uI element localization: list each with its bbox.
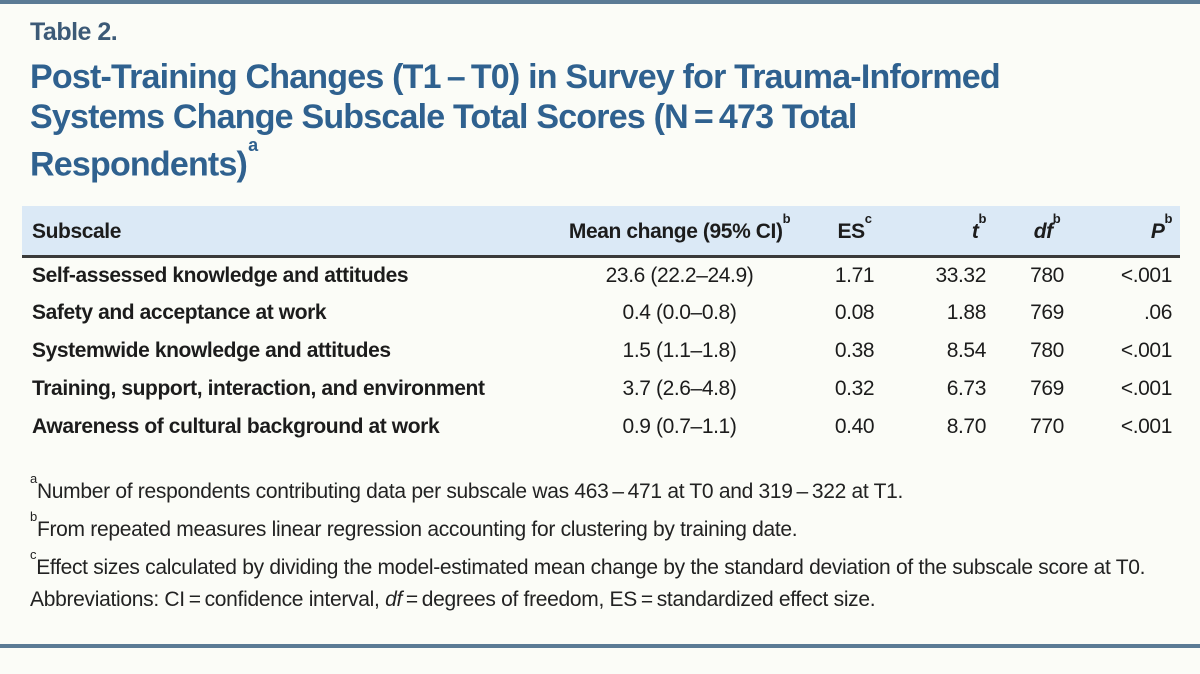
column-header-df-sup: b (1052, 210, 1061, 226)
cell-subscale: Training, support, interaction, and envi… (32, 377, 485, 401)
abbreviations-df-term: df (385, 588, 402, 612)
table-row: Safety and acceptance at work 0.4 (0.0–0… (22, 294, 1180, 332)
column-header-es: ESc (807, 206, 902, 258)
table-header: Subscale Mean change (95% CI)b ESc tb df… (22, 206, 1180, 258)
cell-subscale: Safety and acceptance at work (32, 301, 327, 325)
table-title: Post-Training Changes (T1 – T0) in Surve… (30, 57, 1180, 184)
column-header-p-label: P (1150, 219, 1165, 243)
table-body: Self-assessed knowledge and attitudes 23… (22, 256, 1180, 446)
cell-t: 1.88 (946, 301, 987, 325)
cell-es: 0.40 (834, 415, 875, 439)
cell-p: <.001 (1120, 339, 1173, 363)
footnote-c-text: Effect sizes calculated by dividing the … (36, 556, 1146, 580)
results-table: Subscale Mean change (95% CI)b ESc tb df… (22, 206, 1180, 446)
cell-mean-change: 0.9 (0.7–1.1) (622, 415, 737, 439)
cell-t: 6.73 (946, 377, 987, 401)
column-header-p: Pb (1092, 206, 1180, 258)
column-header-mean-change-label: Mean change (95% CI) (568, 219, 783, 243)
cell-mean-change: 3.7 (2.6–4.8) (622, 377, 737, 401)
column-header-mean-change: Mean change (95% CI)b (552, 206, 807, 258)
cell-df: 769 (1030, 377, 1064, 401)
top-rule (0, 0, 1200, 4)
table-row: Training, support, interaction, and envi… (22, 370, 1180, 408)
title-line-3: Respondents)a (30, 135, 1180, 184)
cell-df: 770 (1030, 415, 1064, 439)
column-header-es-label: ES (837, 219, 865, 243)
footnote-c-marker: c (30, 547, 37, 563)
cell-df: 780 (1030, 339, 1064, 363)
column-header-mean-change-sup: b (782, 210, 791, 226)
table-row: Self-assessed knowledge and attitudes 23… (22, 256, 1180, 294)
cell-es: 1.71 (834, 264, 875, 288)
cell-subscale: Awareness of cultural background at work (32, 415, 440, 439)
cell-t: 33.32 (935, 264, 986, 288)
cell-t: 8.54 (946, 339, 987, 363)
footnotes-block: aNumber of respondents contributing data… (30, 470, 1180, 616)
column-header-df-label: df (1033, 219, 1053, 243)
footnote-a-marker: a (30, 471, 37, 487)
cell-df: 780 (1030, 264, 1064, 288)
footnote-b: bFrom repeated measures linear regressio… (30, 508, 1180, 546)
cell-es: 0.32 (834, 377, 875, 401)
header-row: Subscale Mean change (95% CI)b ESc tb df… (22, 206, 1180, 258)
figure-content: Table 2. Post-Training Changes (T1 – T0)… (22, 18, 1180, 616)
cell-subscale: Self-assessed knowledge and attitudes (32, 264, 409, 288)
cell-mean-change: 23.6 (22.2–24.9) (605, 264, 754, 288)
cell-mean-change: 0.4 (0.0–0.8) (622, 301, 737, 325)
footnote-a-text: Number of respondents contributing data … (36, 480, 904, 504)
title-footnote-marker: a (248, 135, 258, 155)
cell-p: <.001 (1120, 377, 1173, 401)
footnote-b-marker: b (30, 509, 37, 525)
cell-es: 0.08 (834, 301, 875, 325)
abbreviations-prefix: Abbreviations: CI = confidence interval, (30, 588, 386, 612)
column-header-subscale: Subscale (22, 206, 552, 258)
cell-subscale: Systemwide knowledge and attitudes (32, 339, 391, 363)
cell-p: <.001 (1120, 264, 1173, 288)
cell-df: 769 (1030, 301, 1064, 325)
title-line-3-text: Respondents) (30, 145, 248, 184)
column-header-p-sup: b (1164, 210, 1172, 226)
bottom-rule (0, 644, 1200, 648)
column-header-df: dfb (1002, 206, 1092, 258)
column-header-t-sup: b (978, 210, 986, 226)
column-header-t: tb (902, 206, 1002, 258)
footnote-b-text: From repeated measures linear regression… (36, 518, 798, 542)
title-line-1: Post-Training Changes (T1 – T0) in Surve… (30, 58, 1001, 96)
abbreviations-suffix: = degrees of freedom, ES = standardized … (401, 588, 876, 612)
cell-t: 8.70 (946, 415, 987, 439)
cell-es: 0.38 (834, 339, 875, 363)
table-row: Awareness of cultural background at work… (22, 408, 1180, 446)
cell-p: <.001 (1120, 415, 1173, 439)
column-header-es-sup: c (864, 210, 872, 226)
table-row: Systemwide knowledge and attitudes 1.5 (… (22, 332, 1180, 370)
column-header-subscale-label: Subscale (32, 219, 122, 243)
footnote-c: cEffect sizes calculated by dividing the… (30, 546, 1155, 584)
column-header-t-label: t (971, 219, 979, 243)
table-label: Table 2. (30, 18, 118, 46)
cell-p: .06 (1144, 301, 1172, 325)
title-line-2: Systems Change Subscale Total Scores (N … (30, 98, 857, 136)
abbreviations-line: Abbreviations: CI = confidence interval,… (30, 584, 1180, 616)
footnote-a: aNumber of respondents contributing data… (30, 470, 1180, 508)
cell-mean-change: 1.5 (1.1–1.8) (622, 339, 737, 363)
